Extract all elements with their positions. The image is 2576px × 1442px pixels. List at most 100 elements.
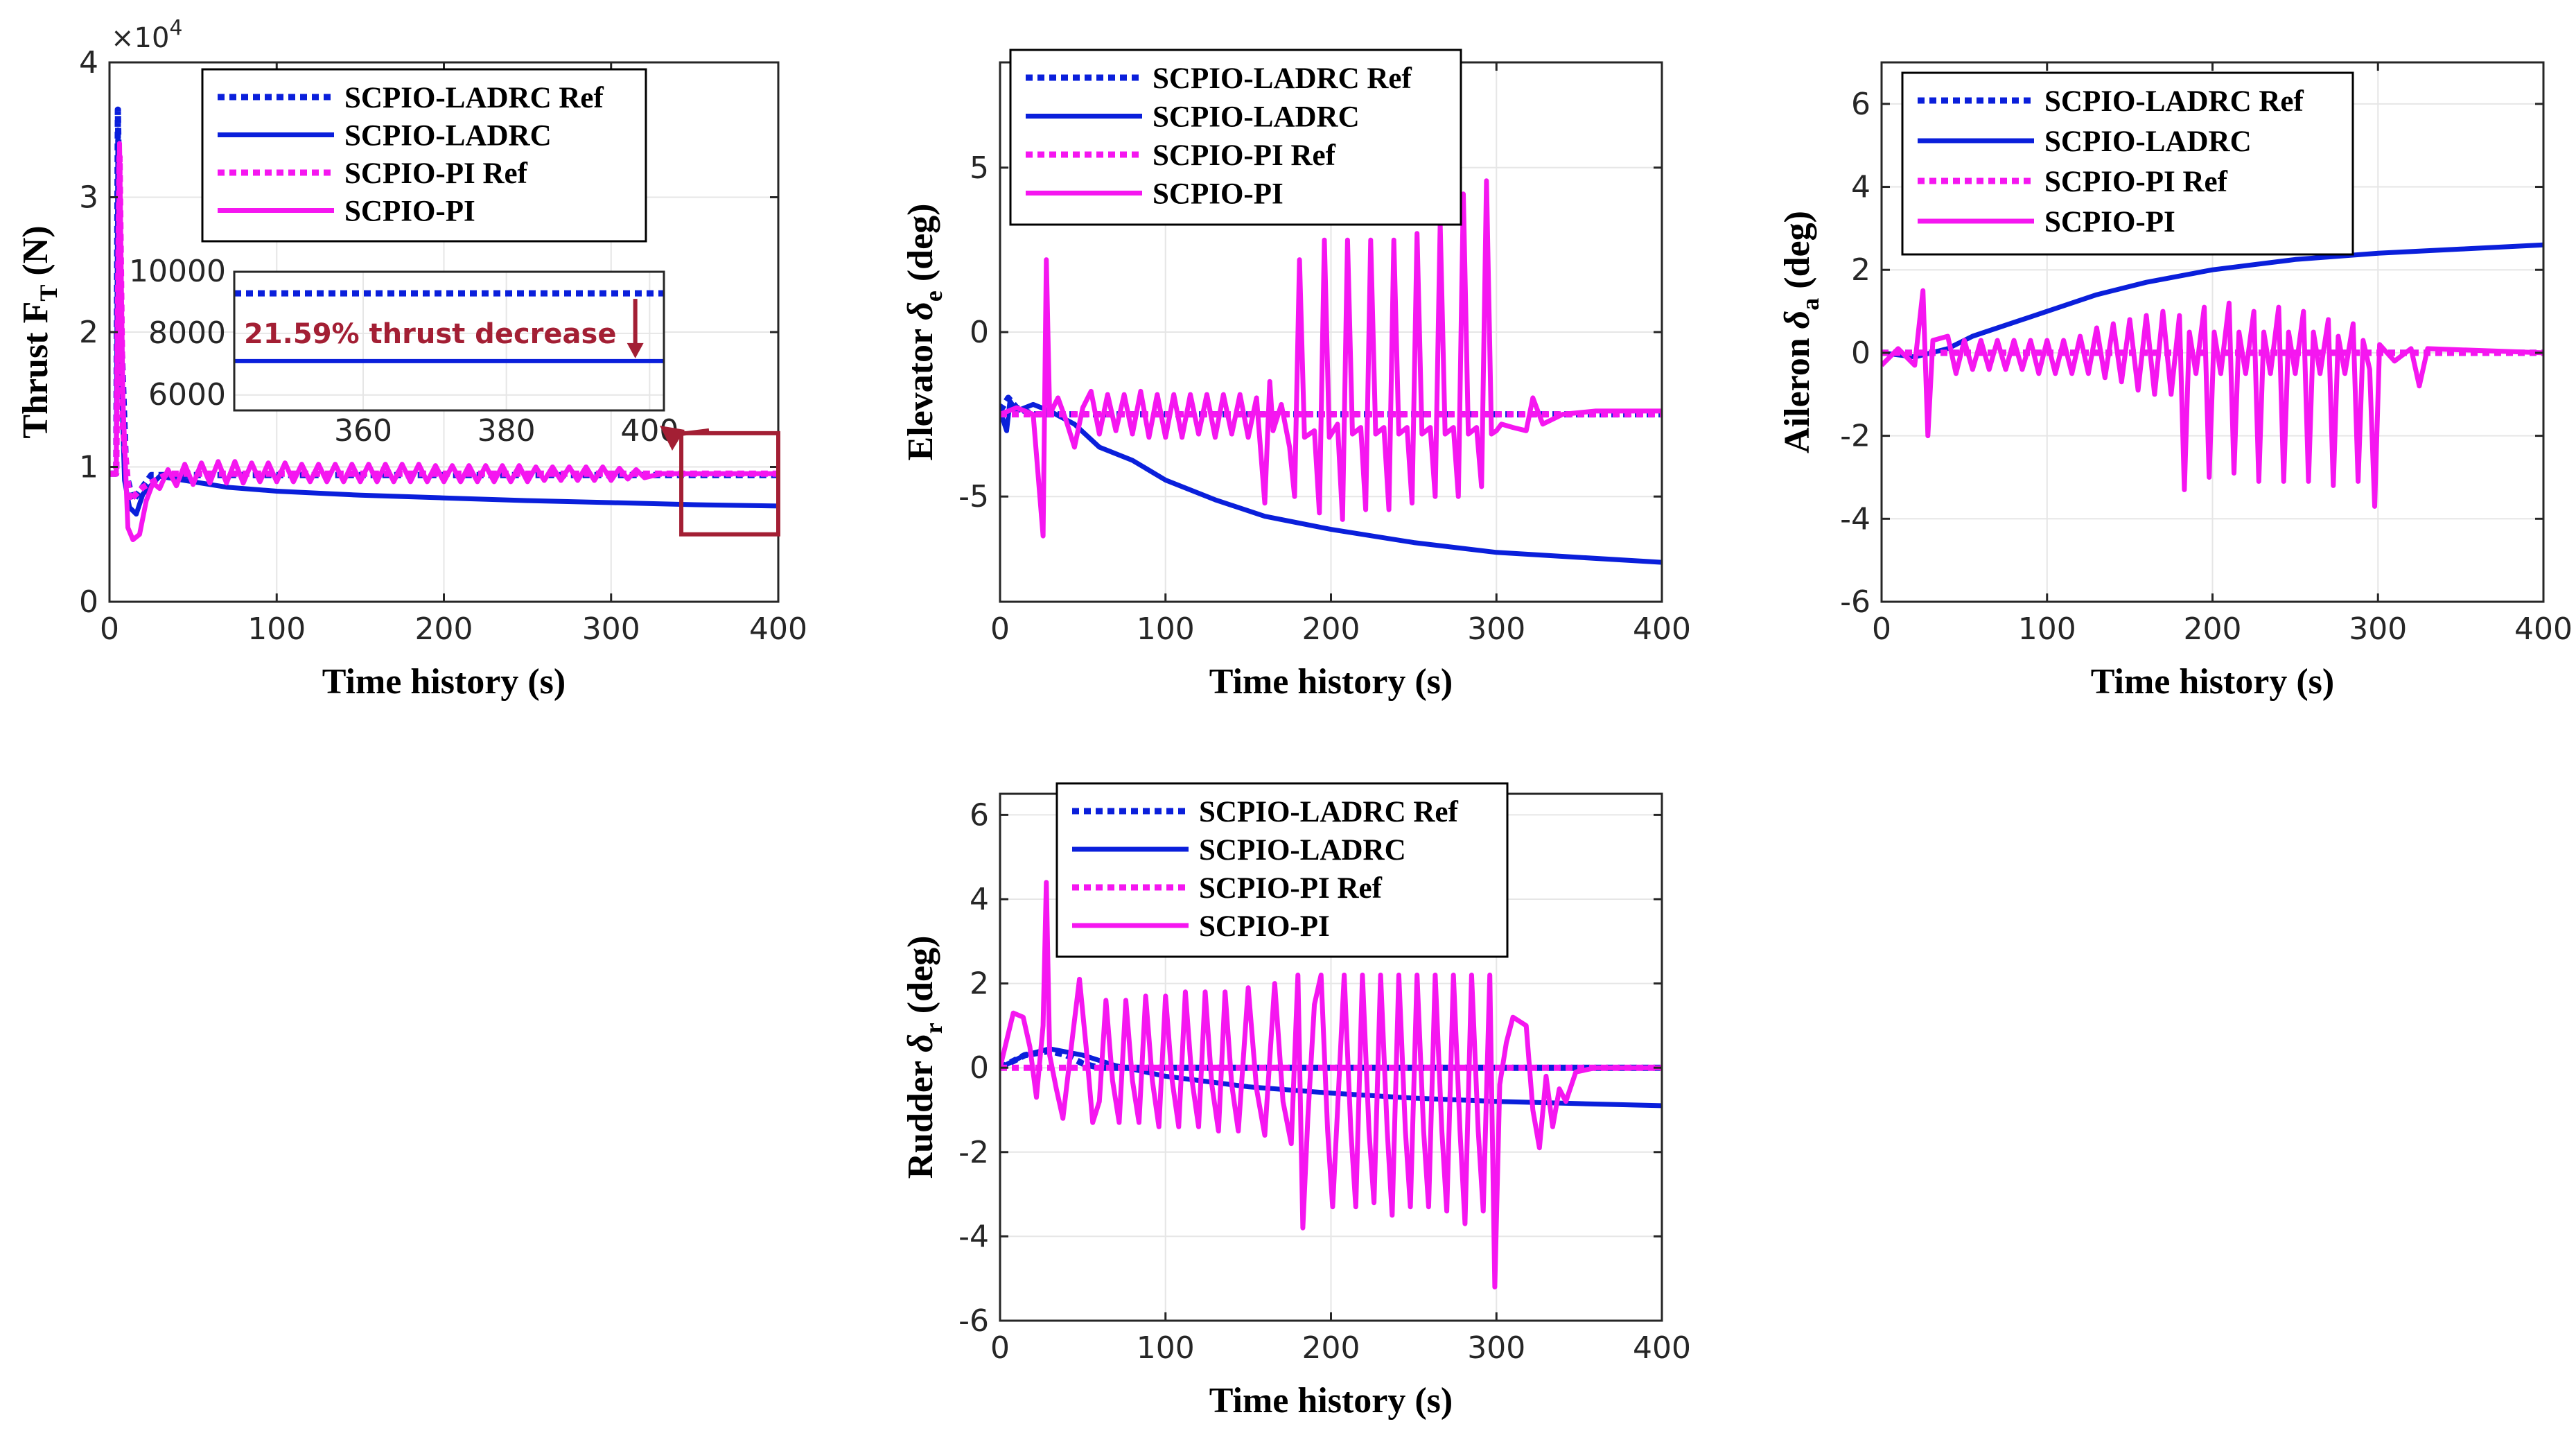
inset-x-tick-label: 380 xyxy=(477,413,536,449)
y-tick-label: 2 xyxy=(970,966,989,1002)
legend-label: SCPIO-PI xyxy=(2044,206,2175,238)
x-axis-label: Time history (s) xyxy=(2091,662,2334,702)
x-tick-label: 300 xyxy=(1467,1330,1525,1366)
x-tick-label: 300 xyxy=(582,611,640,647)
x-tick-label: 100 xyxy=(1137,1330,1195,1366)
series-line-scpio-ladrc xyxy=(1000,1046,1662,1109)
y-tick-label: 0 xyxy=(1851,336,1870,371)
series-line-scpio-ladrc xyxy=(1882,242,2543,360)
y-exponent-base: ×10 xyxy=(111,22,169,54)
y-axis-label-subscript: T xyxy=(35,285,62,302)
inset-x-tick-label: 360 xyxy=(334,413,392,449)
legend-label: SCPIO-LADRC xyxy=(1199,834,1406,867)
y-axis-label-symbol: δ xyxy=(1778,311,1817,329)
y-tick-label: -5 xyxy=(958,479,989,514)
y-tick-label: 2 xyxy=(1851,252,1870,288)
x-axis-label: Time history (s) xyxy=(322,662,566,702)
x-tick-label: 200 xyxy=(1302,611,1360,647)
y-tick-label: -6 xyxy=(958,1303,989,1339)
x-tick-label: 400 xyxy=(1633,611,1691,647)
series-line-scpio-pi xyxy=(1000,178,1662,539)
y-axis-label-main: Rudder xyxy=(901,1052,940,1179)
y-axis-label-subscript: a xyxy=(1796,298,1824,311)
legend-label: SCPIO-PI xyxy=(344,196,475,228)
y-tick-label: -4 xyxy=(1840,501,1870,537)
y-tick-label: 4 xyxy=(79,45,98,80)
x-tick-label: 100 xyxy=(247,611,306,647)
legend-label: SCPIO-LADRC xyxy=(344,120,552,153)
x-tick-label: 0 xyxy=(100,611,119,647)
decrease-arrow-head xyxy=(627,342,644,358)
series-line-scpio-pi xyxy=(1882,288,2543,509)
y-axis-label: Aileron δa (deg) xyxy=(1778,211,1824,453)
legend: SCPIO-LADRC Ref SCPIO-LADRC SCPIO-PI Ref SC… xyxy=(1009,49,1462,226)
y-axis-label-unit: (deg) xyxy=(901,204,940,291)
legend-label: SCPIO-LADRC Ref xyxy=(1153,62,1412,95)
series-group xyxy=(1882,242,2543,509)
y-axis-label-unit: (deg) xyxy=(901,936,940,1023)
legend: SCPIO-LADRC Ref SCPIO-LADRC SCPIO-PI Ref SC… xyxy=(1901,71,2354,256)
legend-label: SCPIO-PI Ref xyxy=(1199,872,1383,905)
y-tick-label: 0 xyxy=(970,315,989,350)
thrust-decrease-annotation: 21.59% thrust decrease xyxy=(244,318,616,350)
x-tick-label: 200 xyxy=(2184,611,2242,647)
legend-label: SCPIO-PI xyxy=(1199,910,1330,943)
x-tick-label: 200 xyxy=(1302,1330,1360,1366)
legend-label: SCPIO-LADRC Ref xyxy=(2044,85,2304,118)
y-tick-label: -4 xyxy=(958,1219,989,1254)
y-exponent-label: ×104 xyxy=(111,16,183,54)
y-axis-label-main: Elevator xyxy=(901,320,940,461)
legend: SCPIO-LADRC Ref SCPIO-LADRC SCPIO-PI Ref SC… xyxy=(201,68,647,243)
y-axis-label: Rudder δr (deg) xyxy=(901,936,947,1179)
x-tick-label: 100 xyxy=(1137,611,1195,647)
x-tick-label: 0 xyxy=(1872,611,1891,647)
y-axis-label-unit: (N) xyxy=(16,225,55,284)
y-tick-label: 4 xyxy=(970,882,989,917)
series-group xyxy=(1000,178,1662,565)
x-tick-label: 400 xyxy=(1633,1330,1691,1366)
inset-y-tick-label: 6000 xyxy=(148,377,226,412)
x-tick-label: 400 xyxy=(2514,611,2573,647)
zoom-region-box xyxy=(679,431,781,537)
chart-elevator: 0 100 200 300 400 -5 0 5 Time history (s) Elevato… xyxy=(901,49,1691,702)
x-tick-label: 300 xyxy=(1467,611,1525,647)
y-axis-label: Thrust FT (N) xyxy=(16,225,62,438)
x-tick-label: 200 xyxy=(415,611,473,647)
y-axis-label-symbol: δ xyxy=(901,302,940,320)
legend-label: SCPIO-LADRC xyxy=(1153,101,1360,134)
x-tick-label: 400 xyxy=(749,611,807,647)
y-tick-label: 0 xyxy=(79,584,98,620)
y-tick-label: 4 xyxy=(1851,170,1870,205)
y-tick-label: -2 xyxy=(958,1135,989,1170)
legend-label: SCPIO-LADRC Ref xyxy=(344,82,604,114)
legend-box xyxy=(1901,71,2354,256)
y-exponent-power: 4 xyxy=(169,16,182,40)
y-tick-label: 0 xyxy=(970,1050,989,1086)
y-tick-label: 3 xyxy=(79,180,98,216)
x-tick-label: 0 xyxy=(990,1330,1010,1366)
inset-y-tick-label: 8000 xyxy=(148,315,226,351)
y-tick-label: -2 xyxy=(1840,419,1870,454)
legend-label: SCPIO-PI Ref xyxy=(344,157,528,190)
y-axis-label-symbol: δ xyxy=(901,1034,940,1052)
x-tick-label: 300 xyxy=(2349,611,2407,647)
series-line-scpio-pi xyxy=(109,141,778,542)
y-tick-label: 6 xyxy=(1851,87,1870,122)
y-axis-label-subscript: r xyxy=(920,1023,947,1034)
inset-border xyxy=(233,270,665,412)
legend-label: SCPIO-LADRC Ref xyxy=(1199,796,1459,828)
x-tick-label: 100 xyxy=(2018,611,2076,647)
x-axis-label: Time history (s) xyxy=(1209,1381,1453,1421)
zoom-connector-arrowhead xyxy=(660,426,685,451)
y-axis-label-subscript: e xyxy=(920,290,947,302)
legend-label: SCPIO-PI xyxy=(1153,178,1283,211)
y-tick-label: 2 xyxy=(79,315,98,350)
series-group xyxy=(1000,880,1662,1289)
y-tick-label: -6 xyxy=(1840,584,1870,620)
chart-thrust: 0 100 200 300 400 0 1 2 3 4 Time history (s) Thrust… xyxy=(16,16,807,702)
x-axis-label: Time history (s) xyxy=(1209,662,1453,702)
y-tick-label: 5 xyxy=(970,150,989,186)
legend-label: SCPIO-PI Ref xyxy=(1153,139,1336,172)
